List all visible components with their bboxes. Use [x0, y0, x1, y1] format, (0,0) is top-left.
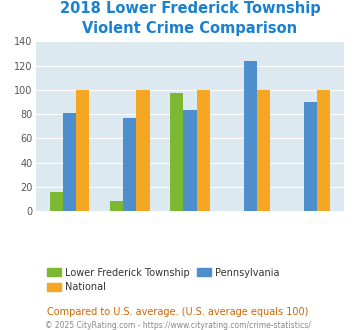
Title: 2018 Lower Frederick Township
Violent Crime Comparison: 2018 Lower Frederick Township Violent Cr…: [60, 1, 320, 36]
Bar: [136, 90, 149, 211]
Bar: [170, 93, 183, 211]
Bar: [50, 192, 63, 211]
Bar: [304, 102, 317, 211]
Bar: [76, 90, 89, 211]
Bar: [317, 90, 330, 211]
Bar: [257, 90, 270, 211]
Text: Compared to U.S. average. (U.S. average equals 100): Compared to U.S. average. (U.S. average …: [47, 307, 308, 317]
Bar: [110, 202, 123, 211]
Bar: [63, 113, 76, 211]
Bar: [183, 111, 197, 211]
Bar: [197, 90, 210, 211]
Bar: [244, 61, 257, 211]
Text: © 2025 CityRating.com - https://www.cityrating.com/crime-statistics/: © 2025 CityRating.com - https://www.city…: [45, 320, 310, 330]
Legend: Lower Frederick Township, National, Pennsylvania: Lower Frederick Township, National, Penn…: [43, 264, 283, 296]
Bar: [123, 118, 136, 211]
